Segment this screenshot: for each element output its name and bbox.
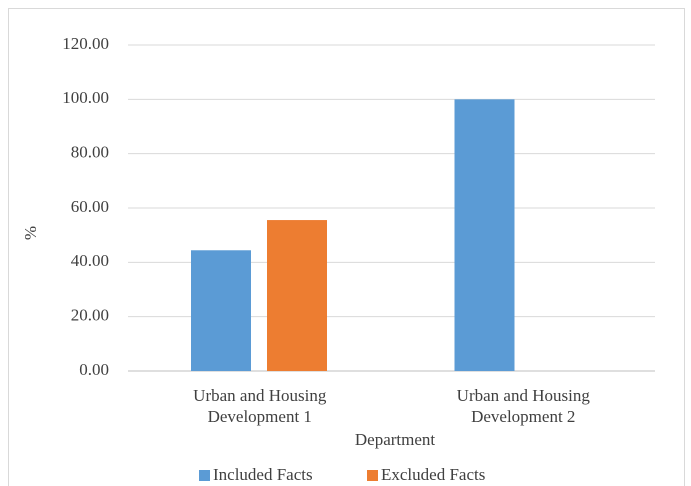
y-tick-label: 20.00 bbox=[71, 306, 109, 325]
y-tick-label: 0.00 bbox=[79, 360, 109, 379]
bar bbox=[191, 250, 251, 371]
y-axis-title: % bbox=[21, 226, 40, 240]
legend-label: Included Facts bbox=[213, 465, 313, 484]
legend-swatch bbox=[367, 470, 378, 481]
y-tick-label: 60.00 bbox=[71, 197, 109, 216]
x-axis-title: Department bbox=[355, 430, 436, 449]
y-tick-label: 120.00 bbox=[62, 34, 109, 53]
x-tick-label: Urban and Housing Development 2 bbox=[456, 386, 590, 426]
y-tick-label: 100.00 bbox=[62, 88, 109, 107]
legend-label: Excluded Facts bbox=[381, 465, 485, 484]
chart-border bbox=[8, 8, 685, 486]
y-tick-label: 40.00 bbox=[71, 251, 109, 270]
legend-swatch bbox=[199, 470, 210, 481]
x-tick-label: Urban and Housing Development 1 bbox=[193, 386, 327, 426]
bar bbox=[267, 220, 327, 371]
y-tick-label: 80.00 bbox=[71, 143, 109, 162]
bar bbox=[454, 99, 515, 371]
